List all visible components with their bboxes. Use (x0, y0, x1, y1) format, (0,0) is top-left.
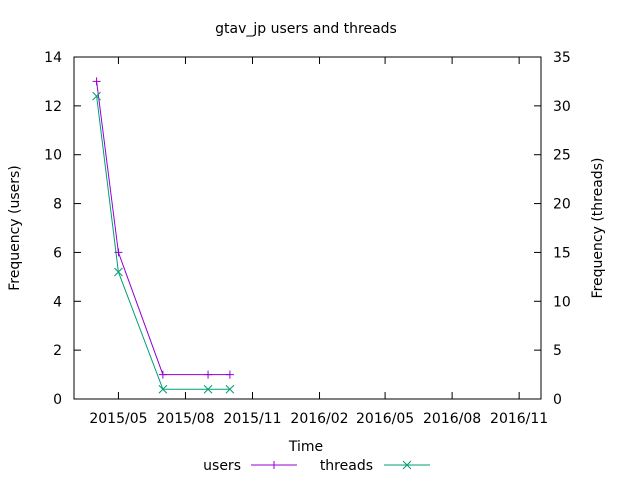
y-left-tick-label: 2 (53, 343, 62, 359)
x-tick-label: 2016/08 (423, 411, 481, 427)
x-axis-label: Time (288, 439, 323, 455)
legend-label-threads: threads (320, 458, 373, 474)
data-point-users (225, 370, 234, 379)
legend-label-users: users (203, 458, 241, 474)
y-left-tick-label: 14 (44, 50, 62, 66)
legend-marker-threads (402, 460, 412, 470)
plot-area-frame (73, 56, 542, 400)
y-left-tick-label: 12 (44, 99, 62, 115)
chart-title: gtav_jp users and threads (215, 21, 397, 37)
y-right-tick-label: 25 (553, 148, 571, 164)
x-tick-label: 2016/02 (290, 411, 348, 427)
x-tick-label: 2016/11 (490, 411, 548, 427)
y-left-tick-label: 6 (53, 245, 62, 261)
y-right-tick-label: 10 (553, 294, 571, 310)
data-point-threads (225, 384, 235, 394)
y-axis-label-right: Frequency (threads) (590, 158, 606, 299)
y-left-tick-label: 8 (53, 197, 62, 213)
data-point-threads (114, 267, 123, 277)
x-tick-label: 2015/08 (156, 411, 214, 427)
y-right-tick-label: 30 (553, 99, 571, 115)
data-point-threads (92, 91, 101, 101)
y-left-tick-label: 4 (53, 294, 62, 310)
y-left-tick-label: 0 (53, 392, 62, 408)
series-line-threads (96, 96, 230, 390)
x-tick-label: 2016/05 (356, 411, 414, 427)
data-point-users (114, 248, 123, 257)
x-tick-label: 2015/05 (89, 411, 147, 427)
legend: users threads (203, 458, 430, 474)
data-point-users (204, 370, 213, 379)
data-point-threads (203, 384, 213, 394)
y-right-tick-label: 15 (553, 245, 571, 261)
y-right-tick-label: 35 (553, 50, 571, 66)
data-point-threads (158, 384, 168, 394)
x-tick-label: 2015/11 (223, 411, 281, 427)
legend-marker-users (270, 461, 278, 469)
y-right-tick-label: 0 (553, 392, 562, 408)
y-right-tick-label: 20 (553, 197, 571, 213)
series-line-users (96, 81, 230, 376)
data-point-users (92, 77, 101, 86)
y-right-tick-label: 5 (553, 343, 562, 359)
y-axis-label-left: Frequency (users) (7, 165, 23, 291)
data-point-users (158, 370, 167, 379)
y-left-tick-label: 10 (44, 148, 62, 164)
